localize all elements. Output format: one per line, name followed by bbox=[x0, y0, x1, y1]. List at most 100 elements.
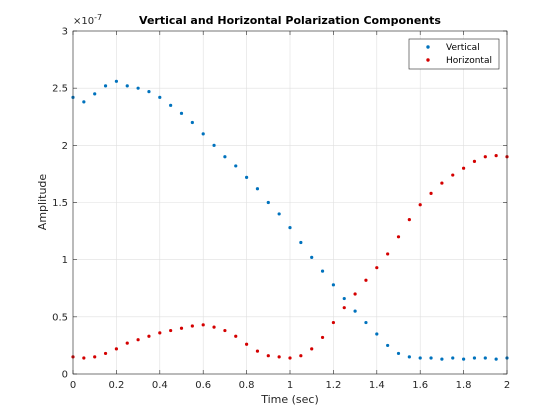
data-point-vertical bbox=[288, 226, 292, 230]
data-point-horizontal bbox=[364, 278, 368, 282]
x-tick-label: 1 bbox=[287, 380, 293, 391]
y-tick-label: 3 bbox=[62, 27, 68, 38]
data-point-horizontal bbox=[169, 328, 173, 333]
data-point-vertical bbox=[451, 356, 455, 360]
data-point-vertical bbox=[472, 356, 477, 360]
data-point-vertical bbox=[93, 92, 97, 96]
data-point-horizontal bbox=[190, 324, 194, 328]
data-point-horizontal bbox=[255, 349, 260, 353]
data-point-horizontal bbox=[179, 326, 184, 330]
data-point-horizontal bbox=[288, 356, 292, 360]
data-point-vertical bbox=[396, 351, 401, 356]
data-point-vertical bbox=[245, 175, 249, 179]
data-point-vertical bbox=[114, 79, 118, 83]
legend-label-horizontal: Horizontal bbox=[446, 56, 492, 66]
data-point-horizontal bbox=[440, 181, 444, 185]
legend-box bbox=[408, 38, 500, 70]
x-tick-label: 0.2 bbox=[108, 380, 124, 391]
series-layer bbox=[71, 79, 509, 361]
data-point-vertical bbox=[320, 269, 325, 273]
data-point-horizontal bbox=[93, 355, 97, 359]
data-point-horizontal bbox=[299, 354, 303, 358]
x-tick-label: 0 bbox=[70, 380, 76, 391]
y-tick-label: 1 bbox=[62, 255, 68, 266]
series-vertical bbox=[71, 79, 509, 361]
data-point-vertical bbox=[234, 164, 238, 168]
data-point-horizontal bbox=[353, 292, 357, 296]
data-point-vertical bbox=[255, 187, 260, 191]
data-point-vertical bbox=[158, 95, 162, 99]
y-tick-label: 0.5 bbox=[52, 312, 68, 323]
data-point-horizontal bbox=[462, 166, 466, 170]
data-point-vertical bbox=[331, 283, 335, 287]
data-point-horizontal bbox=[310, 347, 314, 351]
data-point-vertical bbox=[483, 356, 487, 360]
data-point-vertical bbox=[212, 143, 216, 147]
x-tick-label: 1.2 bbox=[325, 380, 341, 391]
data-point-vertical bbox=[103, 84, 108, 88]
data-point-vertical bbox=[223, 155, 227, 159]
x-tick-label: 2 bbox=[504, 380, 510, 391]
legend-label-vertical: Vertical bbox=[446, 43, 480, 53]
legend-entry-vertical: Vertical bbox=[426, 43, 480, 53]
data-point-vertical bbox=[310, 255, 314, 259]
data-point-vertical bbox=[299, 240, 303, 245]
data-point-horizontal bbox=[125, 341, 129, 345]
data-point-vertical bbox=[266, 200, 270, 205]
data-point-horizontal bbox=[266, 354, 270, 358]
data-point-horizontal bbox=[277, 355, 281, 359]
data-point-horizontal bbox=[320, 335, 325, 340]
data-point-vertical bbox=[125, 84, 129, 88]
data-point-vertical bbox=[82, 100, 86, 104]
x-tick-label: 0.4 bbox=[152, 380, 168, 391]
data-point-vertical bbox=[462, 357, 466, 361]
data-point-vertical bbox=[364, 320, 368, 325]
data-point-horizontal bbox=[375, 266, 379, 270]
data-point-horizontal bbox=[114, 347, 118, 351]
data-point-vertical bbox=[440, 357, 444, 361]
data-point-horizontal bbox=[386, 252, 390, 256]
data-point-vertical bbox=[277, 212, 281, 216]
y-exponent: ×10-7 bbox=[73, 13, 102, 27]
legend-marker-vertical bbox=[426, 45, 430, 49]
data-point-horizontal bbox=[234, 334, 238, 338]
data-point-horizontal bbox=[342, 306, 346, 310]
legend-entry-horizontal: Horizontal bbox=[426, 56, 492, 66]
x-axis-title: Time (sec) bbox=[260, 393, 319, 406]
data-point-vertical bbox=[407, 355, 411, 359]
x-axis: 0 0.2 0.4 0.6 0.8 1 1.2 1.4 1.6 1.8 2 bbox=[70, 31, 510, 391]
x-tick-label: 0.6 bbox=[195, 380, 211, 391]
data-point-horizontal bbox=[223, 328, 227, 333]
data-point-vertical bbox=[147, 89, 151, 94]
data-point-horizontal bbox=[472, 159, 477, 163]
data-point-horizontal bbox=[407, 218, 411, 222]
data-point-vertical bbox=[353, 309, 357, 313]
data-point-vertical bbox=[375, 332, 379, 336]
data-point-horizontal bbox=[158, 331, 162, 335]
y-tick-label: 1.5 bbox=[52, 198, 68, 209]
y-axis: 0 0.5 1 1.5 2 2.5 3 bbox=[52, 27, 507, 381]
y-exponent-power: -7 bbox=[94, 13, 102, 22]
data-point-horizontal bbox=[396, 235, 401, 239]
legend-marker-horizontal bbox=[426, 58, 430, 62]
data-point-horizontal bbox=[201, 323, 205, 327]
data-point-vertical bbox=[418, 356, 422, 360]
data-point-horizontal bbox=[451, 173, 455, 177]
data-point-horizontal bbox=[82, 356, 86, 360]
data-point-horizontal bbox=[136, 338, 140, 342]
data-point-horizontal bbox=[494, 154, 498, 158]
data-point-vertical bbox=[169, 103, 173, 107]
data-point-horizontal bbox=[212, 325, 216, 329]
x-tick-label: 1.6 bbox=[412, 380, 428, 391]
y-tick-label: 2 bbox=[62, 141, 68, 152]
data-point-horizontal bbox=[429, 191, 433, 195]
data-point-horizontal bbox=[147, 334, 151, 338]
data-point-horizontal bbox=[418, 203, 422, 207]
data-point-horizontal bbox=[245, 342, 249, 346]
x-tick-label: 1.8 bbox=[456, 380, 472, 391]
y-tick-label: 0 bbox=[62, 370, 68, 381]
x-tick-label: 0.8 bbox=[239, 380, 255, 391]
data-point-vertical bbox=[429, 356, 433, 360]
